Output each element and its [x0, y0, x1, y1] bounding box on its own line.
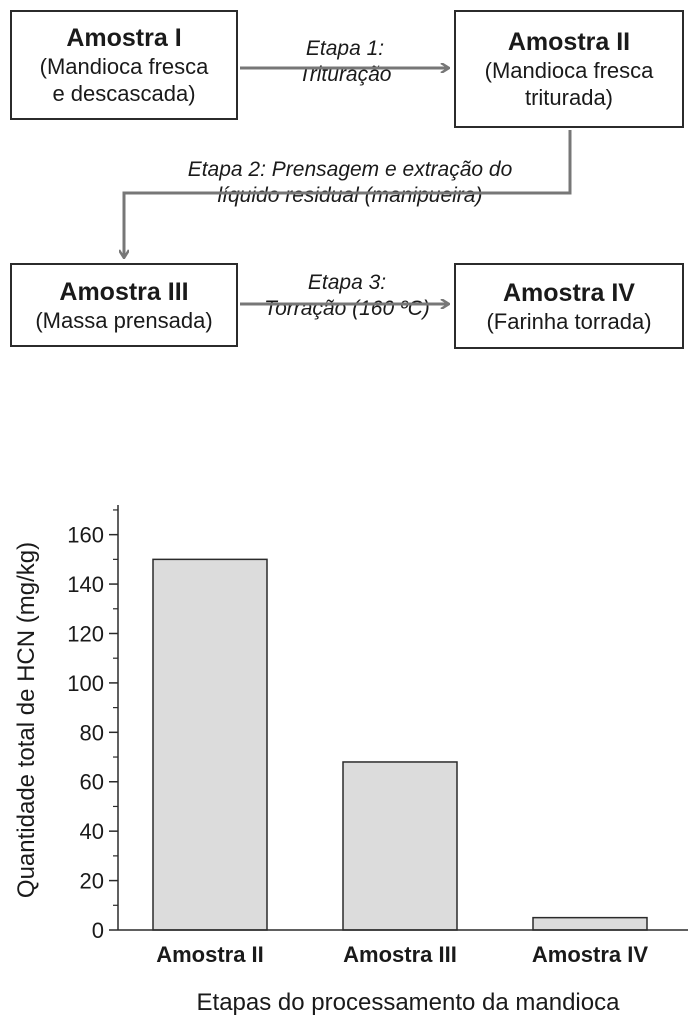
- sample-box-amostra-iv: Amostra IV (Farinha torrada): [454, 263, 684, 349]
- y-tick-label: 80: [80, 720, 104, 745]
- hcn-bar-chart: Amostra II Amostra III Amostra IV 0 20 40 60 80…: [13, 505, 688, 1016]
- sample-description: (Mandioca fresca e descascada): [39, 54, 209, 106]
- y-tick-label: 140: [67, 572, 104, 597]
- sample-description: (Mandioca fresca triturada): [484, 58, 654, 110]
- flow-arrows: [0, 0, 572, 400]
- step-2-line-2: líquido residual (manipueira): [217, 184, 483, 207]
- sample-title: Amostra IV: [503, 278, 635, 307]
- sample-title: Amostra III: [59, 277, 189, 306]
- sample-description: (Massa prensada): [35, 307, 213, 333]
- bar-amostra-iii: [342, 761, 458, 931]
- sample-box-amostra-i: Amostra I (Mandioca fresca e descascada): [10, 10, 238, 120]
- y-tick-label: 120: [67, 621, 104, 646]
- step-3-line-1: Etapa 3:: [307, 271, 387, 294]
- sample-title: Amostra I: [66, 24, 182, 52]
- step-2-label: Etapa 2: Prensagem e extração do líquido…: [120, 157, 580, 209]
- sample-box-amostra-iii: Amostra III (Massa prensada): [10, 263, 238, 347]
- y-tick-label: 0: [92, 918, 104, 943]
- y-tick-label: 60: [80, 770, 104, 795]
- y-axis-title: Quantidade total de HCN (mg/kg): [13, 542, 40, 898]
- y-tick-label: 20: [80, 869, 104, 894]
- bar-amostra-ii: [152, 558, 268, 931]
- step-1-line-1: Etapa 1:: [305, 37, 385, 60]
- x-tick-label: Amostra II: [156, 942, 264, 967]
- x-tick-label: Amostra IV: [532, 942, 648, 967]
- arrow-step-2: [124, 130, 572, 257]
- y-tick-label: 100: [67, 671, 104, 696]
- sample-title: Amostra II: [507, 28, 631, 56]
- step-2-line-1: Etapa 2: Prensagem e extração do: [187, 158, 513, 181]
- x-tick-label: Amostra III: [343, 942, 457, 967]
- bar-amostra-iv: [532, 916, 648, 931]
- y-tick-label: 160: [67, 523, 104, 548]
- x-axis-title: Etapas do processamento da mandioca: [197, 989, 621, 1016]
- sample-box-amostra-ii: Amostra II (Mandioca fresca triturada): [454, 10, 684, 128]
- sample-description: (Farinha torrada): [486, 308, 652, 334]
- y-tick-label: 40: [80, 819, 104, 844]
